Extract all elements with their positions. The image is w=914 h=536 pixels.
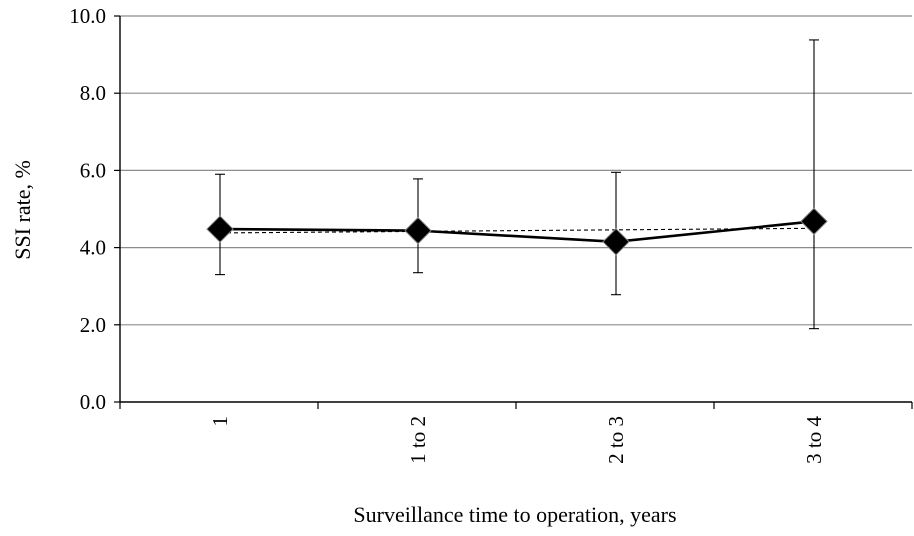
data-point-marker (800, 207, 828, 236)
data-point-marker (404, 216, 432, 245)
y-tick-label: 8.0 (80, 81, 106, 105)
data-markers (206, 207, 828, 256)
x-axis-ticks: 1 1 to 2 2 to 3 3 to 4 (119, 402, 913, 464)
gridlines (120, 15, 912, 326)
trendline (219, 227, 815, 234)
x-axis-label: Surveillance time to operation, years (353, 502, 676, 527)
series-line (219, 220, 815, 244)
data-point-marker (602, 228, 630, 256)
y-tick-label: 10.0 (69, 4, 106, 28)
y-tick-label: 2.0 (80, 313, 106, 337)
y-axis-label: SSI rate, % (10, 160, 35, 260)
x-tick-label: 1 (208, 416, 232, 427)
y-axis-ticks: 0.0 2.0 4.0 6.0 8.0 10.0 (69, 4, 120, 414)
trendline-dashed (219, 227, 815, 234)
axes (119, 16, 912, 403)
x-tick-label: 2 to 3 (604, 416, 628, 464)
x-tick-label: 1 to 2 (406, 416, 430, 464)
y-tick-label: 0.0 (80, 390, 106, 414)
y-tick-label: 6.0 (80, 158, 106, 182)
x-tick-label: 3 to 4 (802, 416, 826, 464)
y-tick-label: 4.0 (80, 236, 106, 260)
error-bars (215, 39, 819, 330)
series-polyline (219, 220, 815, 244)
data-point-marker (206, 215, 234, 243)
